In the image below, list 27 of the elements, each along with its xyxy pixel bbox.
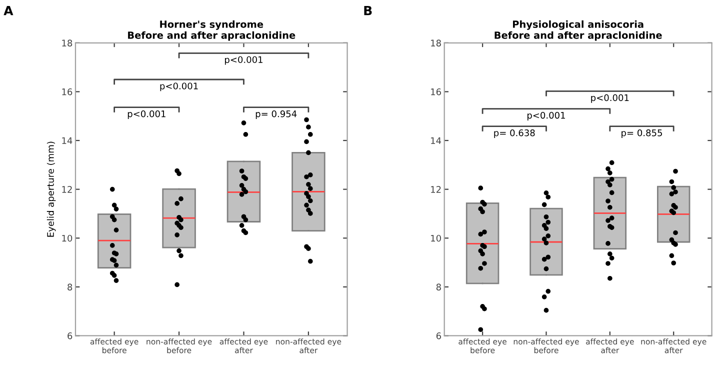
y-tick-label: 12 xyxy=(431,186,441,193)
annotation: p= 0.855 xyxy=(622,129,662,138)
y-tick-label: 16 xyxy=(62,88,72,96)
y-tick-label: 6 xyxy=(68,332,72,340)
chart-title: Physiological anisocoria Before and after apraclonidine xyxy=(494,20,662,41)
y-tick-label: 8 xyxy=(68,284,72,290)
annotation: p<0.001 xyxy=(128,110,166,119)
y-tick-label: 16 xyxy=(431,88,441,96)
y-tick-label: 18 xyxy=(431,40,441,46)
annotation: p<0.001 xyxy=(224,56,262,65)
chart-title: Horner's syndrome Before and after apraclonidine xyxy=(128,20,296,41)
y-tick-label: 10 xyxy=(431,234,441,242)
y-tick-label: 10 xyxy=(62,234,72,242)
y-tick-label: 8 xyxy=(436,284,441,290)
y-tick-label: 14 xyxy=(62,137,72,144)
y-tick-label: 18 xyxy=(62,40,72,46)
annotation: p<0.001 xyxy=(160,82,198,92)
y-axis-title: Eyelid aperture (mm) xyxy=(46,142,56,237)
text: A xyxy=(4,6,14,16)
annotation: p= 0.954 xyxy=(256,110,297,119)
annotation: p<0.001 xyxy=(527,112,565,120)
y-tick-label: 12 xyxy=(62,186,72,193)
y-tick-label: 14 xyxy=(431,137,442,144)
annotation: p= 0.638 xyxy=(494,129,535,138)
y-tick-label: 6 xyxy=(436,332,441,340)
annotation: p<0.001 xyxy=(591,94,629,103)
text: B xyxy=(364,6,372,16)
